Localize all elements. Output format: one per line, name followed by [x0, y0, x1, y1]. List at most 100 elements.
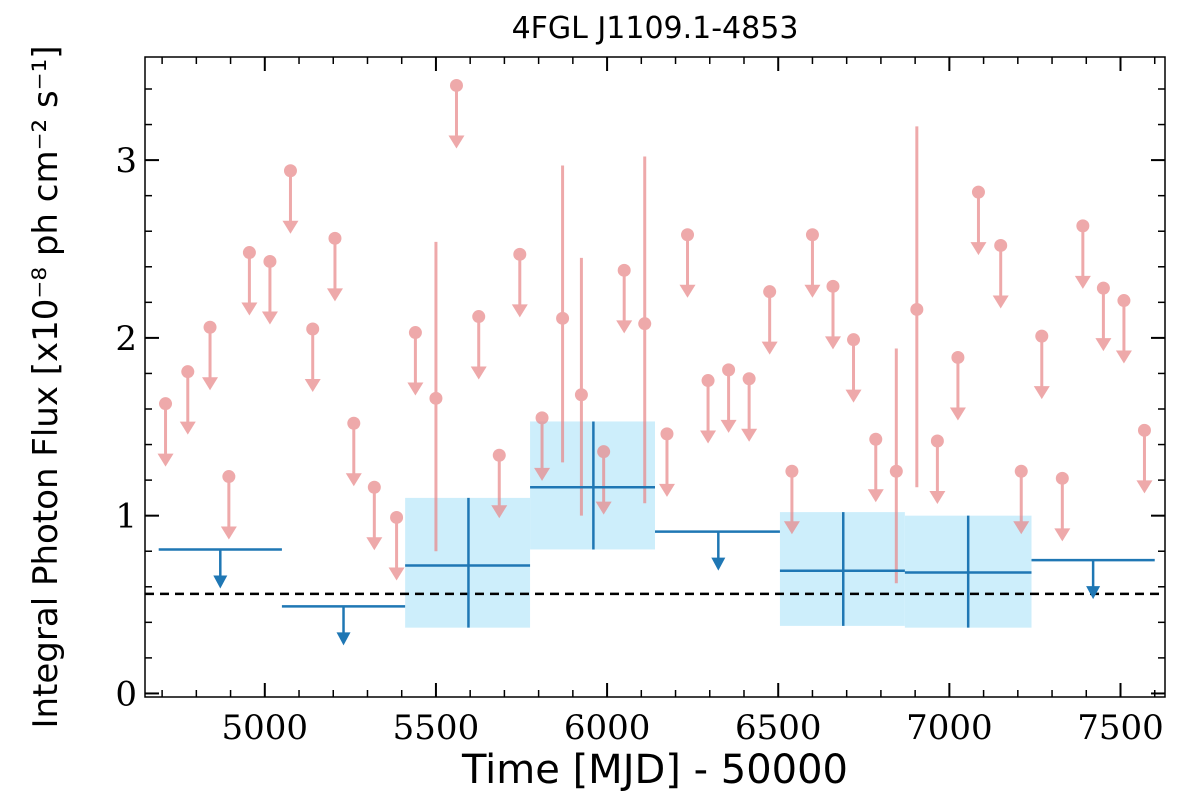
upper-limit-arrow	[929, 491, 946, 504]
data-marker	[847, 333, 861, 347]
monthly-data-point	[616, 263, 633, 334]
monthly-data-point	[761, 285, 778, 355]
monthly-data-point	[491, 448, 508, 519]
monthly-data-point	[429, 241, 443, 552]
data-marker	[429, 391, 443, 405]
upper-limit-arrow	[616, 320, 633, 334]
monthly-data-point	[889, 348, 903, 584]
data-marker	[328, 231, 342, 245]
upper-limit-arrow	[783, 521, 800, 535]
data-marker	[181, 365, 195, 379]
upper-limit-arrow	[511, 304, 528, 318]
data-marker	[930, 434, 944, 448]
data-marker	[826, 279, 840, 293]
x-tick-label: 7500	[1077, 708, 1164, 748]
monthly-data-point	[595, 445, 612, 515]
upper-limit-arrow	[157, 453, 174, 467]
upper-limit-arrow	[867, 489, 884, 503]
x-tick-label: 6500	[735, 708, 822, 748]
data-marker	[869, 432, 883, 446]
upper-limit-arrow	[949, 407, 966, 421]
upper-limit-arrow	[241, 302, 258, 316]
monthly-data-point	[261, 254, 278, 325]
data-marker	[597, 445, 611, 459]
monthly-data-point	[679, 228, 696, 298]
monthly-data-point	[179, 365, 196, 435]
monthly-data-point	[1136, 423, 1153, 494]
monthly-data-point	[388, 510, 405, 581]
x-tick-label: 5000	[222, 708, 309, 748]
data-marker	[222, 470, 236, 484]
data-marker	[535, 411, 549, 425]
upper-limit-arrow	[345, 473, 362, 487]
x-tick-label: 6000	[564, 708, 651, 748]
upper-limit-arrow	[470, 366, 487, 380]
yearly-series-layer	[158, 421, 1155, 646]
upper-limit-arrow	[1074, 275, 1091, 289]
data-marker	[242, 246, 256, 260]
upper-limit-arrow	[336, 632, 351, 646]
upper-limit-arrow	[658, 483, 675, 497]
upper-limit-arrow	[804, 284, 821, 298]
upper-limit-arrow	[845, 389, 862, 403]
y-tick-label: 0	[115, 674, 137, 714]
x-tick-label: 7000	[906, 708, 993, 748]
upper-limit-arrow	[179, 421, 196, 435]
upper-limit-arrow	[213, 575, 228, 589]
data-marker	[306, 322, 320, 336]
data-marker	[681, 228, 695, 242]
data-marker	[617, 263, 631, 277]
data-marker	[347, 416, 361, 430]
data-marker	[408, 326, 422, 340]
data-marker	[263, 254, 277, 268]
upper-limit-arrow	[1095, 338, 1112, 352]
data-marker	[1076, 219, 1090, 233]
monthly-data-point	[1074, 219, 1091, 289]
upper-limit-arrow	[491, 505, 508, 519]
monthly-data-point	[220, 470, 237, 540]
data-marker	[203, 320, 217, 334]
monthly-data-point	[804, 228, 821, 298]
data-marker	[805, 228, 819, 242]
monthly-data-point	[949, 350, 966, 421]
monthly-data-point	[929, 434, 946, 504]
monthly-data-point	[1115, 294, 1132, 364]
monthly-data-point	[824, 279, 841, 350]
monthly-data-point	[1095, 281, 1112, 352]
monthly-data-point	[470, 310, 487, 380]
y-tick-label: 1	[115, 497, 137, 537]
monthly-data-point	[448, 78, 465, 149]
monthly-data-point	[700, 374, 717, 444]
x-tick-label: 5500	[393, 708, 480, 748]
data-marker	[390, 510, 404, 524]
x-axis-label: Time [MJD] - 50000	[461, 747, 848, 793]
chart-title: 4FGL J1109.1-4853	[512, 11, 799, 46]
monthly-data-point	[638, 156, 652, 504]
monthly-data-point	[783, 464, 800, 535]
data-marker	[763, 285, 777, 299]
upper-limit-arrow	[388, 567, 405, 581]
monthly-data-point	[407, 326, 424, 396]
upper-limit-arrow	[220, 526, 237, 540]
data-marker	[556, 311, 570, 325]
upper-limit-arrow	[1033, 386, 1050, 400]
plot-frame	[144, 56, 1166, 698]
y-tick-label: 2	[115, 319, 137, 359]
data-marker	[951, 350, 965, 364]
data-marker	[1137, 423, 1151, 437]
data-marker	[889, 464, 903, 478]
upper-limit-arrow	[326, 288, 343, 302]
monthly-data-point	[202, 320, 219, 391]
upper-limit-arrow	[711, 557, 726, 571]
upper-limit-arrow	[1086, 586, 1101, 600]
monthly-data-point	[282, 164, 299, 234]
data-marker	[1096, 281, 1110, 295]
upper-limit-arrow	[595, 501, 612, 515]
upper-limit-arrow	[1013, 521, 1030, 535]
monthly-data-point	[992, 238, 1009, 309]
upper-limit-arrow	[700, 430, 717, 444]
upper-limit-arrow	[679, 284, 696, 298]
monthly-data-point	[720, 363, 737, 433]
monthly-data-point	[741, 372, 758, 442]
